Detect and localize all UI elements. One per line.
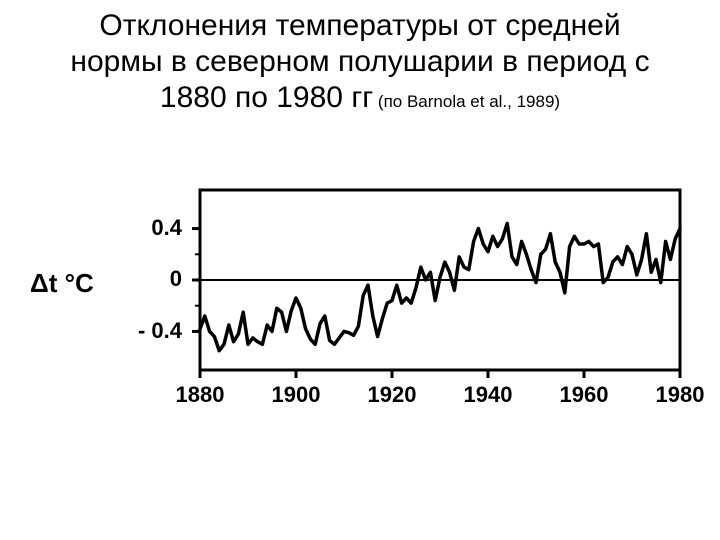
y-axis-label: Δt °C — [30, 268, 94, 299]
title-line-3-sub: (по Barnola et al., 1989) — [373, 92, 560, 111]
chart-svg — [190, 180, 690, 410]
chart-area: Δt °C 0.4 0 - 0.4 1880 1900 1920 1940 19… — [0, 180, 720, 440]
title-block: Отклонения температуры от средней нормы … — [0, 0, 720, 116]
temperature-series-line — [200, 223, 680, 350]
title-line-2: нормы в северном полушарии в период с — [20, 44, 700, 80]
ytick-0: 0.4 — [122, 215, 182, 241]
title-line-3-main: 1880 по 1980 гг — [160, 81, 373, 114]
slide-root: Отклонения температуры от средней нормы … — [0, 0, 720, 540]
title-line-1: Отклонения температуры от средней — [20, 8, 700, 44]
ytick-2: - 0.4 — [122, 318, 182, 344]
ytick-1: 0 — [122, 266, 182, 292]
title-line-3: 1880 по 1980 гг (по Barnola et al., 1989… — [20, 80, 700, 116]
